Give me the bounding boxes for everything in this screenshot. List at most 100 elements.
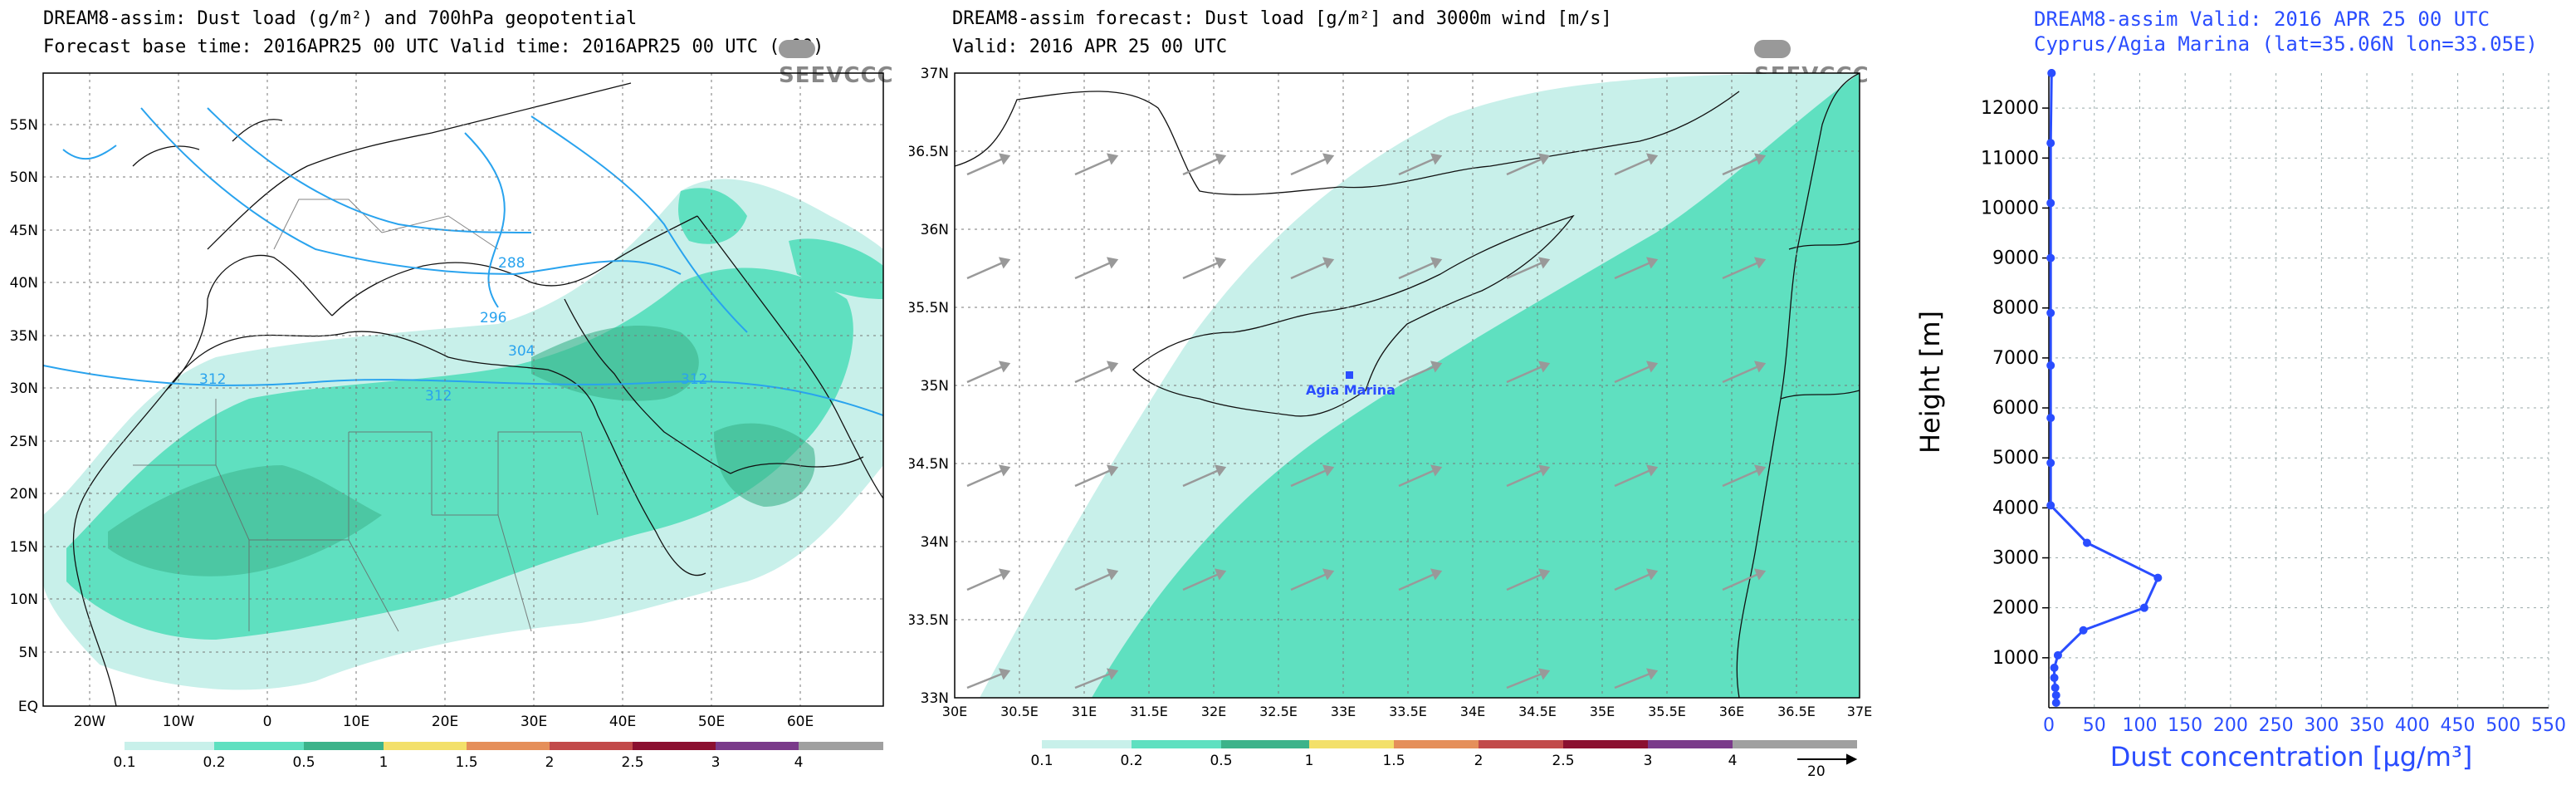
station-label: Agia Marina [1306, 382, 1396, 398]
wind-arrow [1506, 153, 1551, 176]
profile-data-point [2046, 199, 2055, 208]
dust-fields-1 [43, 179, 883, 690]
map1-gridlines [43, 73, 883, 706]
wind-arrow [1614, 153, 1659, 176]
svg-text:32.5E: 32.5E [1259, 704, 1298, 719]
svg-text:3: 3 [711, 754, 721, 771]
wind-arrow [1182, 568, 1227, 591]
wind-arrow [1074, 361, 1119, 384]
svg-text:1: 1 [379, 754, 389, 771]
profile-data-point [2046, 253, 2055, 262]
svg-text:1.5: 1.5 [1382, 753, 1405, 769]
svg-text:35.5E: 35.5E [1648, 704, 1686, 719]
svg-text:33.5N: 33.5N [909, 612, 949, 629]
profile-series [2046, 69, 2163, 707]
wind-arrow [966, 464, 1011, 488]
wind-arrow [1182, 464, 1227, 488]
svg-text:20W: 20W [74, 714, 106, 730]
wind-arrow [1074, 464, 1119, 488]
profile-title-line1: DREAM8-assim Valid: 2016 APR 25 00 UTC [2034, 7, 2490, 31]
map1-lon-labels: 20W 10W 0 10E 20E 30E 40E 50E 60E [74, 714, 814, 730]
map1-frame [42, 72, 884, 707]
wind-arrow [966, 361, 1011, 384]
wind-arrow [1074, 257, 1119, 280]
svg-text:25N: 25N [10, 434, 38, 450]
panel-vertical-profile: DREAM8-assim Valid: 2016 APR 25 00 UTC C… [1901, 0, 2576, 785]
wind-arrow [1182, 153, 1227, 176]
wind-arrow [1722, 464, 1767, 488]
profile-chart-svg: 0 50 100 150 200 250 300 350 400 450 500 550 1000 200… [1914, 69, 2566, 773]
profile-data-point [2139, 603, 2148, 612]
wind-arrow [1398, 361, 1443, 384]
svg-text:0: 0 [263, 714, 272, 730]
svg-text:30N: 30N [10, 380, 38, 397]
profile-x-tick-label: 500 [2486, 715, 2520, 736]
profile-x-tick-label: 400 [2395, 715, 2430, 736]
coastlines-1 [72, 82, 883, 706]
wind-arrow [1506, 668, 1551, 689]
svg-text:20N: 20N [10, 486, 38, 503]
svg-text:35N: 35N [921, 378, 949, 395]
svg-text:35E: 35E [1590, 704, 1615, 719]
wind-arrow [1074, 668, 1119, 689]
cloud-icon [779, 39, 815, 58]
wind-arrow [1398, 153, 1443, 176]
wind-arrow [1722, 257, 1767, 280]
profile-x-tick-label: 450 [2441, 715, 2476, 736]
profile-data-point [2046, 459, 2055, 468]
contour-label: 312 [425, 388, 452, 405]
contour-label: 296 [480, 310, 506, 326]
contour-label: 304 [508, 343, 535, 360]
wind-arrow [1182, 257, 1227, 280]
profile-data-point [2050, 673, 2059, 682]
panel2-title-line2: Valid: 2016 APR 25 00 UTC [952, 37, 1228, 57]
wind-arrow [1614, 361, 1659, 384]
wind-arrow [1614, 668, 1659, 689]
profile-x-tick-label: 250 [2259, 715, 2294, 736]
contour-label: 312 [199, 371, 226, 388]
svg-text:40N: 40N [10, 275, 38, 292]
svg-text:1: 1 [1305, 753, 1314, 769]
profile-data-point [2053, 650, 2062, 660]
map2-lat-labels: 37N 36.5N 36N 35.5N 35N 34.5N 34N 33.5N … [909, 66, 949, 707]
cloud-icon [1754, 39, 1791, 58]
svg-text:45N: 45N [10, 223, 38, 239]
borders-1 [133, 199, 599, 632]
profile-y-tick-label: 6000 [1992, 398, 2039, 419]
wind-arrow [1290, 153, 1335, 176]
wind-arrow [1290, 257, 1335, 280]
profile-y-tick-label: 4000 [1992, 498, 2039, 518]
profile-data-point [2046, 414, 2055, 423]
panel-cyprus-map: DREAM8-assim forecast: Dust load [g/m²] … [909, 0, 1897, 785]
profile-tick-labels: 0 50 100 150 200 250 300 350 400 450 500 550 1000 200… [1981, 98, 2566, 736]
profile-y-tick-label: 8000 [1992, 298, 2039, 319]
svg-text:55N: 55N [10, 117, 38, 134]
svg-text:34N: 34N [921, 534, 949, 551]
svg-text:35.5N: 35.5N [909, 300, 949, 316]
colorbar-2 [1042, 740, 1857, 748]
svg-text:10E: 10E [343, 714, 369, 730]
profile-y-tick-label: 5000 [1992, 448, 2039, 469]
profile-data-point [2051, 690, 2060, 699]
profile-data-point [2082, 538, 2091, 547]
profile-x-axis-label: Dust concentration [µg/m³] [2110, 741, 2473, 773]
coastlines-2 [955, 73, 1860, 698]
svg-text:0.2: 0.2 [1120, 753, 1142, 769]
svg-text:30E: 30E [521, 714, 547, 730]
profile-y-tick-label: 12000 [1981, 98, 2039, 119]
svg-text:3: 3 [1644, 753, 1653, 769]
profile-data-point [2050, 663, 2059, 672]
regional-map-svg: 288 296 304 312 312 312 55N 50N 45N 40N … [10, 72, 884, 771]
profile-y-tick-label: 3000 [1992, 548, 2039, 569]
wind-reference-label: 20 [1807, 763, 1826, 780]
station-marker [1346, 371, 1353, 379]
profile-data-point [2046, 501, 2055, 510]
wind-arrow [1290, 464, 1335, 488]
svg-text:37E: 37E [1847, 704, 1872, 719]
profile-data-point [2046, 308, 2055, 317]
wind-arrow [1506, 464, 1551, 488]
svg-text:31.5E: 31.5E [1130, 704, 1168, 719]
map2-lon-labels: 30E 30.5E 31E 31.5E 32E 32.5E 33E 33.5E … [942, 704, 1872, 719]
profile-axes [2042, 73, 2549, 709]
profile-data-point [2153, 573, 2163, 582]
